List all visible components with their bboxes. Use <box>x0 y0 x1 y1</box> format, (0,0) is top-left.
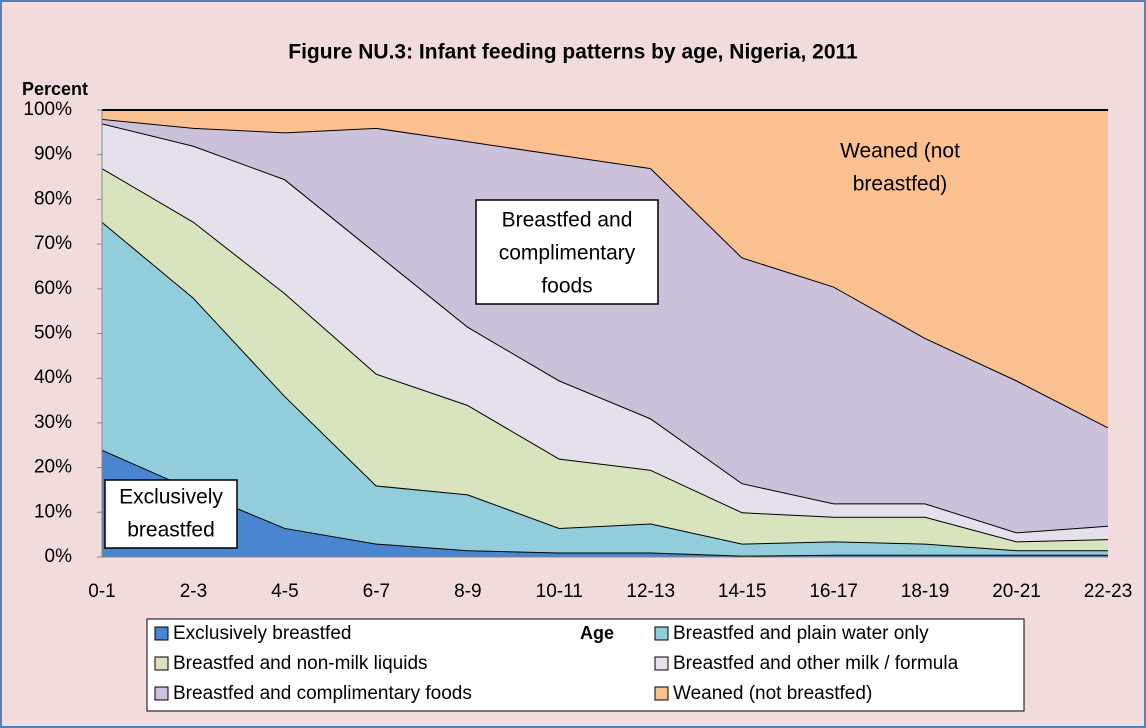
x-tick-label: 12-13 <box>626 581 675 602</box>
area <box>102 221 1108 556</box>
legend-label: Breastfed and complimentary foods <box>173 683 472 704</box>
x-tick-label: 6-7 <box>363 581 390 602</box>
x-tick-label: 2-3 <box>180 581 207 602</box>
area <box>102 123 1108 542</box>
legend-swatch <box>654 656 669 671</box>
annotation-box <box>104 479 238 549</box>
annotation: Weaned (not <box>840 140 960 163</box>
legend-swatch <box>154 686 169 701</box>
x-tick-label: 10-11 <box>536 581 583 602</box>
y-tick-label: 50% <box>34 323 72 344</box>
annotation: Exclusively <box>119 486 223 509</box>
legend-swatch <box>154 656 169 671</box>
y-tick-label: 70% <box>34 233 72 254</box>
x-axis-label: Age <box>580 623 614 643</box>
x-tick-label: 8-9 <box>454 581 481 602</box>
annotation-box <box>475 199 659 305</box>
x-tick-label: 22-23 <box>1084 581 1133 602</box>
y-tick-label: 10% <box>34 501 72 522</box>
legend-swatch <box>154 626 169 641</box>
annotation: complimentary <box>499 242 636 265</box>
legend-label: Exclusively breastfed <box>173 623 351 644</box>
area <box>102 168 1108 551</box>
legend-label: Weaned (not breastfed) <box>673 683 872 704</box>
legend-label: Breastfed and non-milk liquids <box>173 653 428 674</box>
y-tick-label: 60% <box>34 278 72 299</box>
legend-swatch <box>654 686 669 701</box>
x-tick-label: 20-21 <box>992 581 1041 602</box>
y-tick-label: 0% <box>45 546 73 567</box>
x-tick-label: 14-15 <box>718 581 767 602</box>
x-tick-label: 18-19 <box>901 581 950 602</box>
chart-title: Figure NU.3: Infant feeding patterns by … <box>288 41 858 64</box>
x-tick-label: 0-1 <box>88 581 115 602</box>
y-tick-label: 100% <box>23 99 72 120</box>
legend-label: Breastfed and plain water only <box>673 623 929 644</box>
y-tick-label: 90% <box>34 144 72 165</box>
y-tick-label: 80% <box>34 188 72 209</box>
legend-swatch <box>654 626 669 641</box>
legend-box <box>146 618 1025 712</box>
annotation: breastfed <box>127 519 215 542</box>
x-tick-label: 4-5 <box>271 581 298 602</box>
annotation: breastfed) <box>853 173 948 196</box>
annotation: foods <box>541 275 592 298</box>
y-tick-label: 30% <box>34 412 72 433</box>
legend-label: Breastfed and other milk / formula <box>673 653 959 674</box>
annotation: Breastfed and <box>502 209 633 232</box>
y-tick-label: 40% <box>34 367 72 388</box>
area <box>102 110 1108 428</box>
y-tick-label: 20% <box>34 457 72 478</box>
y-axis-label: Percent <box>22 79 88 99</box>
area <box>102 118 1108 533</box>
x-tick-label: 16-17 <box>809 581 858 602</box>
